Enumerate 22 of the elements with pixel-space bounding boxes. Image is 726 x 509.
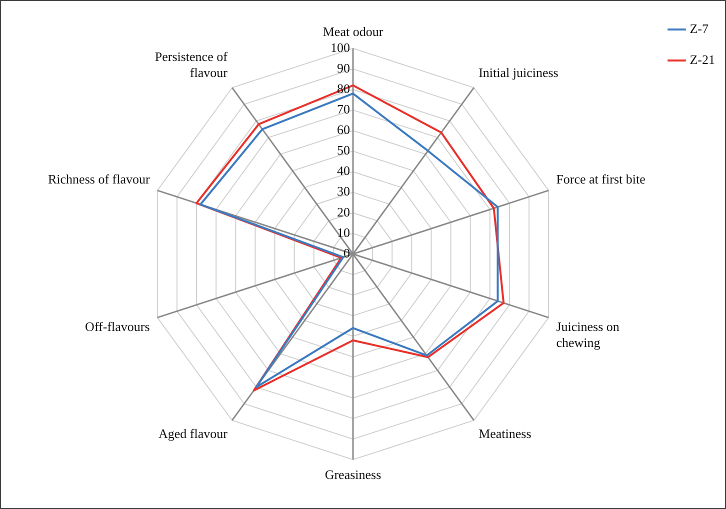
spoke-label: Juiciness on chewing — [556, 319, 620, 350]
y-tick-label: 70 — [337, 101, 350, 116]
spoke-label: Meat odour — [322, 24, 384, 39]
y-tick-label: 90 — [337, 60, 350, 76]
y-tick-label: 10 — [337, 224, 350, 240]
y-tick-label: 50 — [337, 142, 350, 158]
y-tick-label: 30 — [337, 184, 350, 199]
y-tick-label: 100 — [330, 40, 350, 55]
y-tick-label: 60 — [337, 122, 350, 138]
spoke-label: Off-flavours — [85, 319, 150, 334]
spoke-label: Meatiness — [478, 426, 532, 442]
spoke-label: Force at first bite — [556, 172, 646, 187]
spoke-label: Aged flavour — [158, 426, 228, 442]
spoke-label: Richness of flavour — [48, 172, 150, 187]
spoke-label: Greasiness — [324, 466, 382, 482]
legend-label: Z-21 — [690, 52, 716, 67]
y-tick-label: 40 — [337, 163, 350, 178]
spoke-label: Persistence of flavour — [154, 49, 228, 80]
spoke-label: Initial juiciness — [478, 64, 558, 80]
y-tick-label: 0 — [344, 245, 350, 260]
y-tick-label: 20 — [337, 204, 350, 220]
legend-label: Z-7 — [690, 20, 709, 36]
